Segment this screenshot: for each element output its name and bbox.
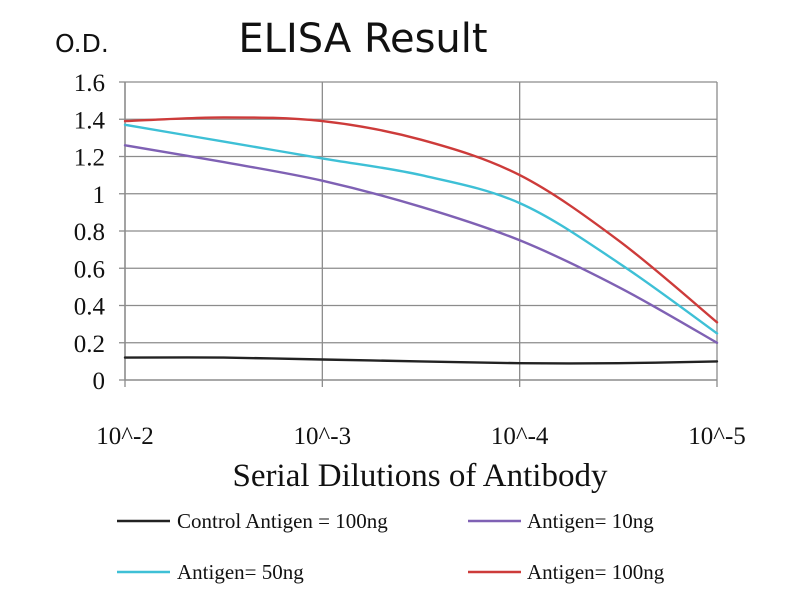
y-tick-label: 0	[93, 368, 106, 395]
y-tick-label: 0.2	[74, 331, 105, 358]
chart-title: ELISA Result	[238, 16, 487, 62]
series-line-antigen-50ng	[123, 123, 719, 335]
series-layer	[123, 116, 719, 365]
legend-label: Control Antigen = 100ng	[177, 509, 388, 533]
grid-layer	[119, 81, 718, 387]
legend-item: Antigen= 50ng	[117, 560, 304, 584]
x-tick-label: 10^-2	[96, 423, 154, 450]
y-axis-label: O.D.	[55, 29, 109, 58]
legend-item: Control Antigen = 100ng	[117, 509, 388, 533]
y-tick-label: 1	[93, 182, 106, 209]
x-axis-label: Serial Dilutions of Antibody	[233, 458, 608, 494]
y-tick-labels: 0 0.2 0.4 0.6 0.8 1 1.2 1.4 1.6	[74, 70, 106, 395]
y-tick-label: 0.6	[74, 256, 105, 283]
y-tick-label: 1.2	[74, 145, 105, 172]
y-tick-label: 1.6	[74, 70, 105, 97]
x-tick-label: 10^-4	[491, 423, 549, 450]
series-line-antigen-100ng	[123, 116, 719, 324]
legend-label: Antigen= 100ng	[527, 560, 665, 584]
y-tick-label: 1.4	[74, 107, 106, 134]
y-tick-label: 0.4	[74, 294, 106, 321]
series-line-control-100ng	[123, 356, 719, 365]
x-tick-label: 10^-5	[688, 423, 746, 450]
legend-label: Antigen= 10ng	[527, 509, 654, 533]
legend-item: Antigen= 10ng	[468, 509, 654, 533]
series-line-antigen-10ng	[123, 144, 719, 344]
x-tick-label: 10^-3	[294, 423, 352, 450]
x-tick-labels: 10^-2 10^-3 10^-4 10^-5	[96, 423, 746, 450]
legend-label: Antigen= 50ng	[177, 560, 304, 584]
y-tick-label: 0.8	[74, 219, 105, 246]
legend-item: Antigen= 100ng	[468, 560, 665, 584]
legend: Control Antigen = 100ng Antigen= 10ng Anti…	[117, 509, 665, 584]
